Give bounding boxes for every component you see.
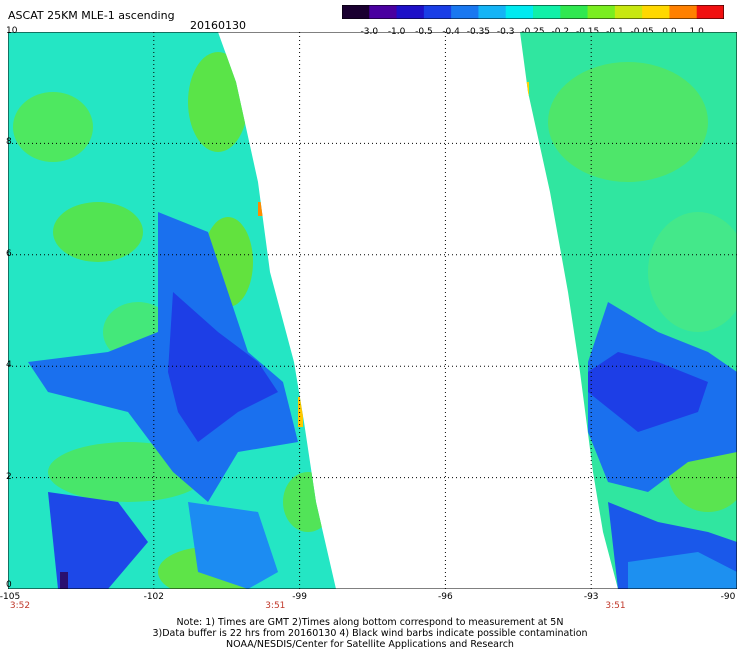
pass-time-label: 3:51 <box>265 601 286 611</box>
left-swath <box>8 32 336 589</box>
colorbar-swatch <box>587 5 616 19</box>
latitude-label: 2 <box>6 471 12 482</box>
latitude-label: 8 <box>6 137 12 148</box>
colorbar-swatch <box>478 5 507 19</box>
pass-time-label: 3:51 <box>605 601 626 611</box>
note-line-3: NOAA/NESDIS/Center for Satellite Applica… <box>226 639 514 650</box>
lat-lon-grid <box>8 32 737 589</box>
longitude-label: -102 <box>143 592 165 602</box>
swath-map <box>8 32 737 589</box>
colorbar-swatch <box>505 5 534 19</box>
pass-time-label: 3:52 <box>9 601 31 611</box>
right-swath <box>520 32 737 589</box>
colorbar-swatch <box>396 5 425 19</box>
longitude-label: -105 <box>0 592 21 602</box>
colorbar-swatch <box>369 5 398 19</box>
colorbar <box>342 5 724 19</box>
note-line-1: Note: 1) Times are GMT 2)Times along bot… <box>176 617 564 628</box>
latitude-label: 10 <box>6 26 18 36</box>
colorbar-swatch <box>423 5 452 19</box>
colorbar-swatch <box>342 5 370 19</box>
latitude-label: 6 <box>6 248 12 259</box>
latitude-label: 0 <box>6 580 12 590</box>
longitude-label: -96 <box>438 592 453 602</box>
colorbar-swatch <box>451 5 480 19</box>
longitude-label: -99 <box>292 592 307 602</box>
map-title: ASCAT 25KM MLE-1 ascending <box>8 9 175 22</box>
map-date: 20160130 <box>190 19 246 32</box>
colorbar-swatch <box>669 5 698 19</box>
note-line-2: 3)Data buffer is 22 hrs from 20160130 4)… <box>152 628 588 639</box>
colorbar-swatch <box>614 5 643 19</box>
latitude-label: 4 <box>6 360 12 371</box>
longitude-label: -90 <box>720 592 736 602</box>
colorbar-swatch <box>642 5 671 19</box>
colorbar-swatch <box>696 5 724 19</box>
colorbar-swatch <box>533 5 561 19</box>
colorbar-swatch <box>560 5 589 19</box>
longitude-label: -93 <box>583 592 599 602</box>
